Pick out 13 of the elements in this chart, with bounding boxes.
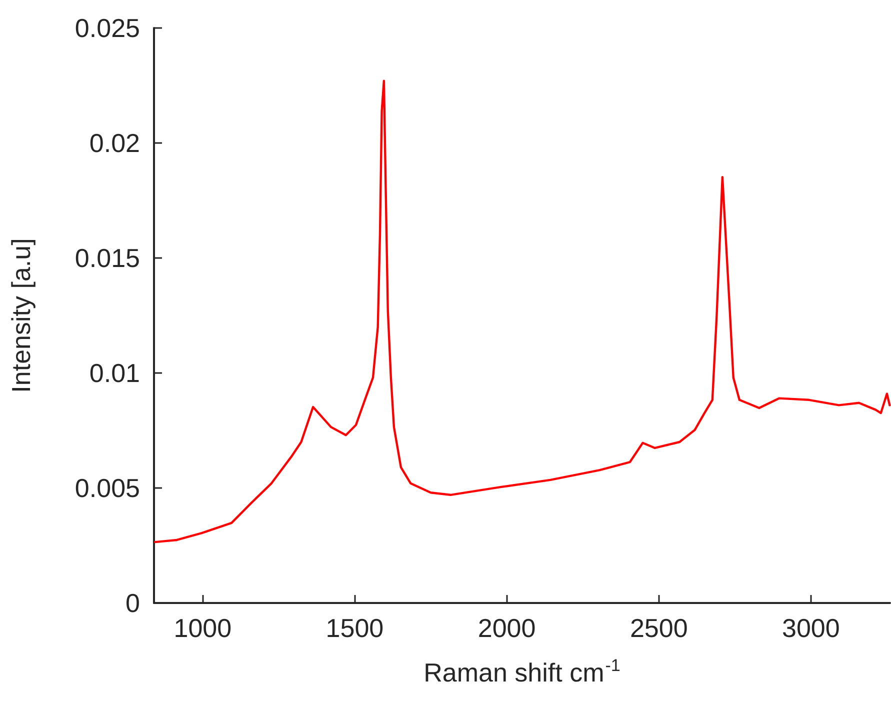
y-tick-label: 0.015 [74, 243, 140, 273]
x-tick-label: 2500 [630, 613, 688, 643]
y-tick-label: 0.025 [74, 13, 140, 43]
y-tick-label: 0.02 [89, 128, 140, 158]
x-tick-label: 2000 [478, 613, 536, 643]
y-axis-title: Intensity [a.u] [6, 238, 36, 393]
x-tick-label: 1000 [174, 613, 232, 643]
line-series [154, 80, 891, 544]
y-tick-label: 0.01 [89, 358, 140, 388]
x-tick-label: 1500 [326, 613, 384, 643]
y-tick-label: 0.005 [74, 473, 140, 503]
x-tick-label: 3000 [782, 613, 840, 643]
y-tick-label: 0 [126, 588, 140, 618]
